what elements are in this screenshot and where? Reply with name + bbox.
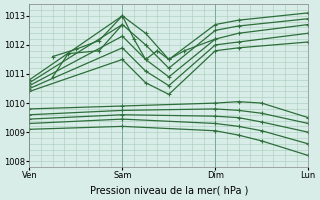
X-axis label: Pression niveau de la mer( hPa ): Pression niveau de la mer( hPa ): [90, 186, 248, 196]
